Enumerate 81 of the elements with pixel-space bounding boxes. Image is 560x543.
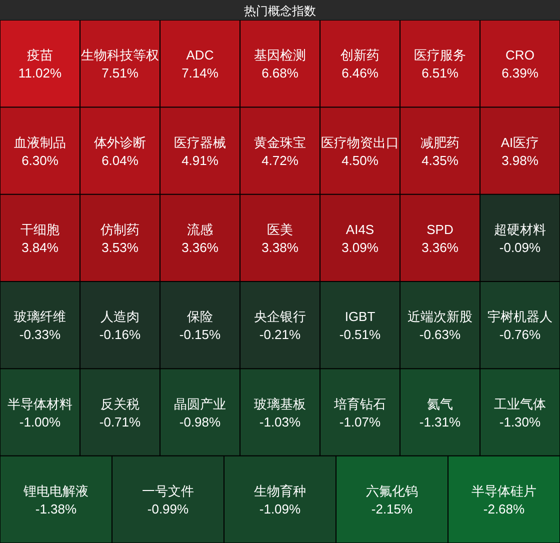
category-label: IGBT	[344, 309, 376, 324]
category-label: 半导体硅片	[472, 483, 536, 498]
category-label: 黄金珠宝	[254, 134, 306, 150]
category-label: 生物育种	[254, 483, 306, 498]
data-label: 6.30%	[22, 152, 59, 168]
data-label: 3.84%	[22, 240, 59, 255]
category-label: 超硬材料	[494, 222, 546, 237]
data-label: -0.98%	[179, 414, 222, 430]
category-label: 疫苗	[27, 48, 53, 63]
category-label: 氦气	[427, 396, 453, 412]
category-label: 央企银行	[254, 309, 306, 324]
data-label: 3.38%	[262, 240, 299, 255]
category-label: 干细胞	[20, 222, 60, 237]
data-label: 3.36%	[182, 240, 219, 255]
data-label: -1.38%	[35, 501, 78, 516]
data-label: 3.09%	[342, 240, 379, 255]
category-label: 玻璃纤维	[14, 309, 66, 324]
data-label: 4.35%	[422, 152, 459, 168]
category-label: 近端次新股	[408, 309, 472, 324]
category-label: 锂电电解液	[22, 483, 88, 498]
data-label: -0.09%	[499, 240, 542, 255]
category-label: 半导体材料	[8, 396, 72, 412]
data-label: -0.51%	[339, 327, 382, 342]
data-label: 4.91%	[182, 152, 219, 168]
data-label: 3.98%	[502, 152, 539, 168]
data-label: 3.36%	[422, 240, 459, 255]
data-label: 6.04%	[102, 152, 139, 168]
category-label: 一号文件	[142, 483, 194, 498]
data-label: 3.53%	[102, 240, 139, 255]
data-label: -1.09%	[259, 501, 302, 516]
category-label: SPD	[426, 222, 454, 237]
category-label: 培育钻石	[333, 396, 386, 412]
data-label: -2.68%	[483, 501, 526, 516]
data-label: -2.15%	[371, 501, 414, 516]
data-label: -0.33%	[19, 327, 62, 342]
data-label: 4.72%	[262, 152, 299, 168]
category-label: 医疗物资出口	[321, 134, 399, 150]
category-label: 玻璃基板	[254, 396, 306, 412]
data-label: -0.71%	[99, 414, 142, 430]
category-label: 医美	[267, 222, 293, 237]
category-label: 流感	[187, 222, 213, 237]
category-label: 体外诊断	[94, 134, 146, 150]
data-label: 7.14%	[182, 66, 219, 81]
data-label: 6.68%	[262, 66, 299, 81]
data-label: 7.51%	[102, 66, 139, 81]
data-label: -0.16%	[99, 327, 142, 342]
category-label: 医疗器械	[174, 134, 226, 150]
category-label: 创新药	[340, 48, 380, 63]
category-label: 保险	[187, 309, 213, 324]
data-label: -0.99%	[147, 501, 190, 516]
data-label: -1.00%	[19, 414, 62, 430]
data-label: -0.15%	[179, 327, 222, 342]
category-label: 反关税	[100, 396, 140, 412]
data-label: -0.63%	[419, 327, 462, 342]
category-label: ADC	[186, 48, 214, 63]
data-label: -1.07%	[339, 414, 382, 430]
data-label: -1.03%	[259, 414, 302, 430]
data-label: -0.21%	[259, 327, 302, 342]
data-label: -0.76%	[499, 327, 542, 342]
category-label: CRO	[506, 48, 534, 63]
data-label: 6.51%	[422, 66, 459, 81]
category-label: 晶圆产业	[174, 396, 226, 412]
data-label: -1.31%	[419, 414, 462, 430]
category-label: 生物科技等权	[81, 48, 159, 63]
data-label: 6.46%	[342, 66, 379, 81]
category-label: 仿制药	[100, 222, 140, 237]
category-label: AI医疗	[500, 134, 540, 150]
category-label: 血液制品	[14, 134, 66, 150]
category-label: 减肥药	[420, 134, 460, 150]
category-label: 工业气体	[494, 396, 546, 412]
category-label: 医疗服务	[414, 48, 466, 63]
category-label: AI4S	[346, 222, 374, 237]
category-label: 六氟化钨	[366, 483, 418, 498]
data-label: 11.02%	[18, 66, 62, 81]
data-label: 4.50%	[342, 152, 379, 168]
title-bar: 热门概念指数	[0, 0, 560, 20]
data-label: -1.30%	[499, 414, 542, 430]
category-label: 人造肉	[100, 309, 140, 324]
category-label: 基因检测	[254, 48, 306, 63]
data-label: 6.39%	[502, 66, 539, 81]
category-label: 宇树机器人	[488, 309, 552, 324]
